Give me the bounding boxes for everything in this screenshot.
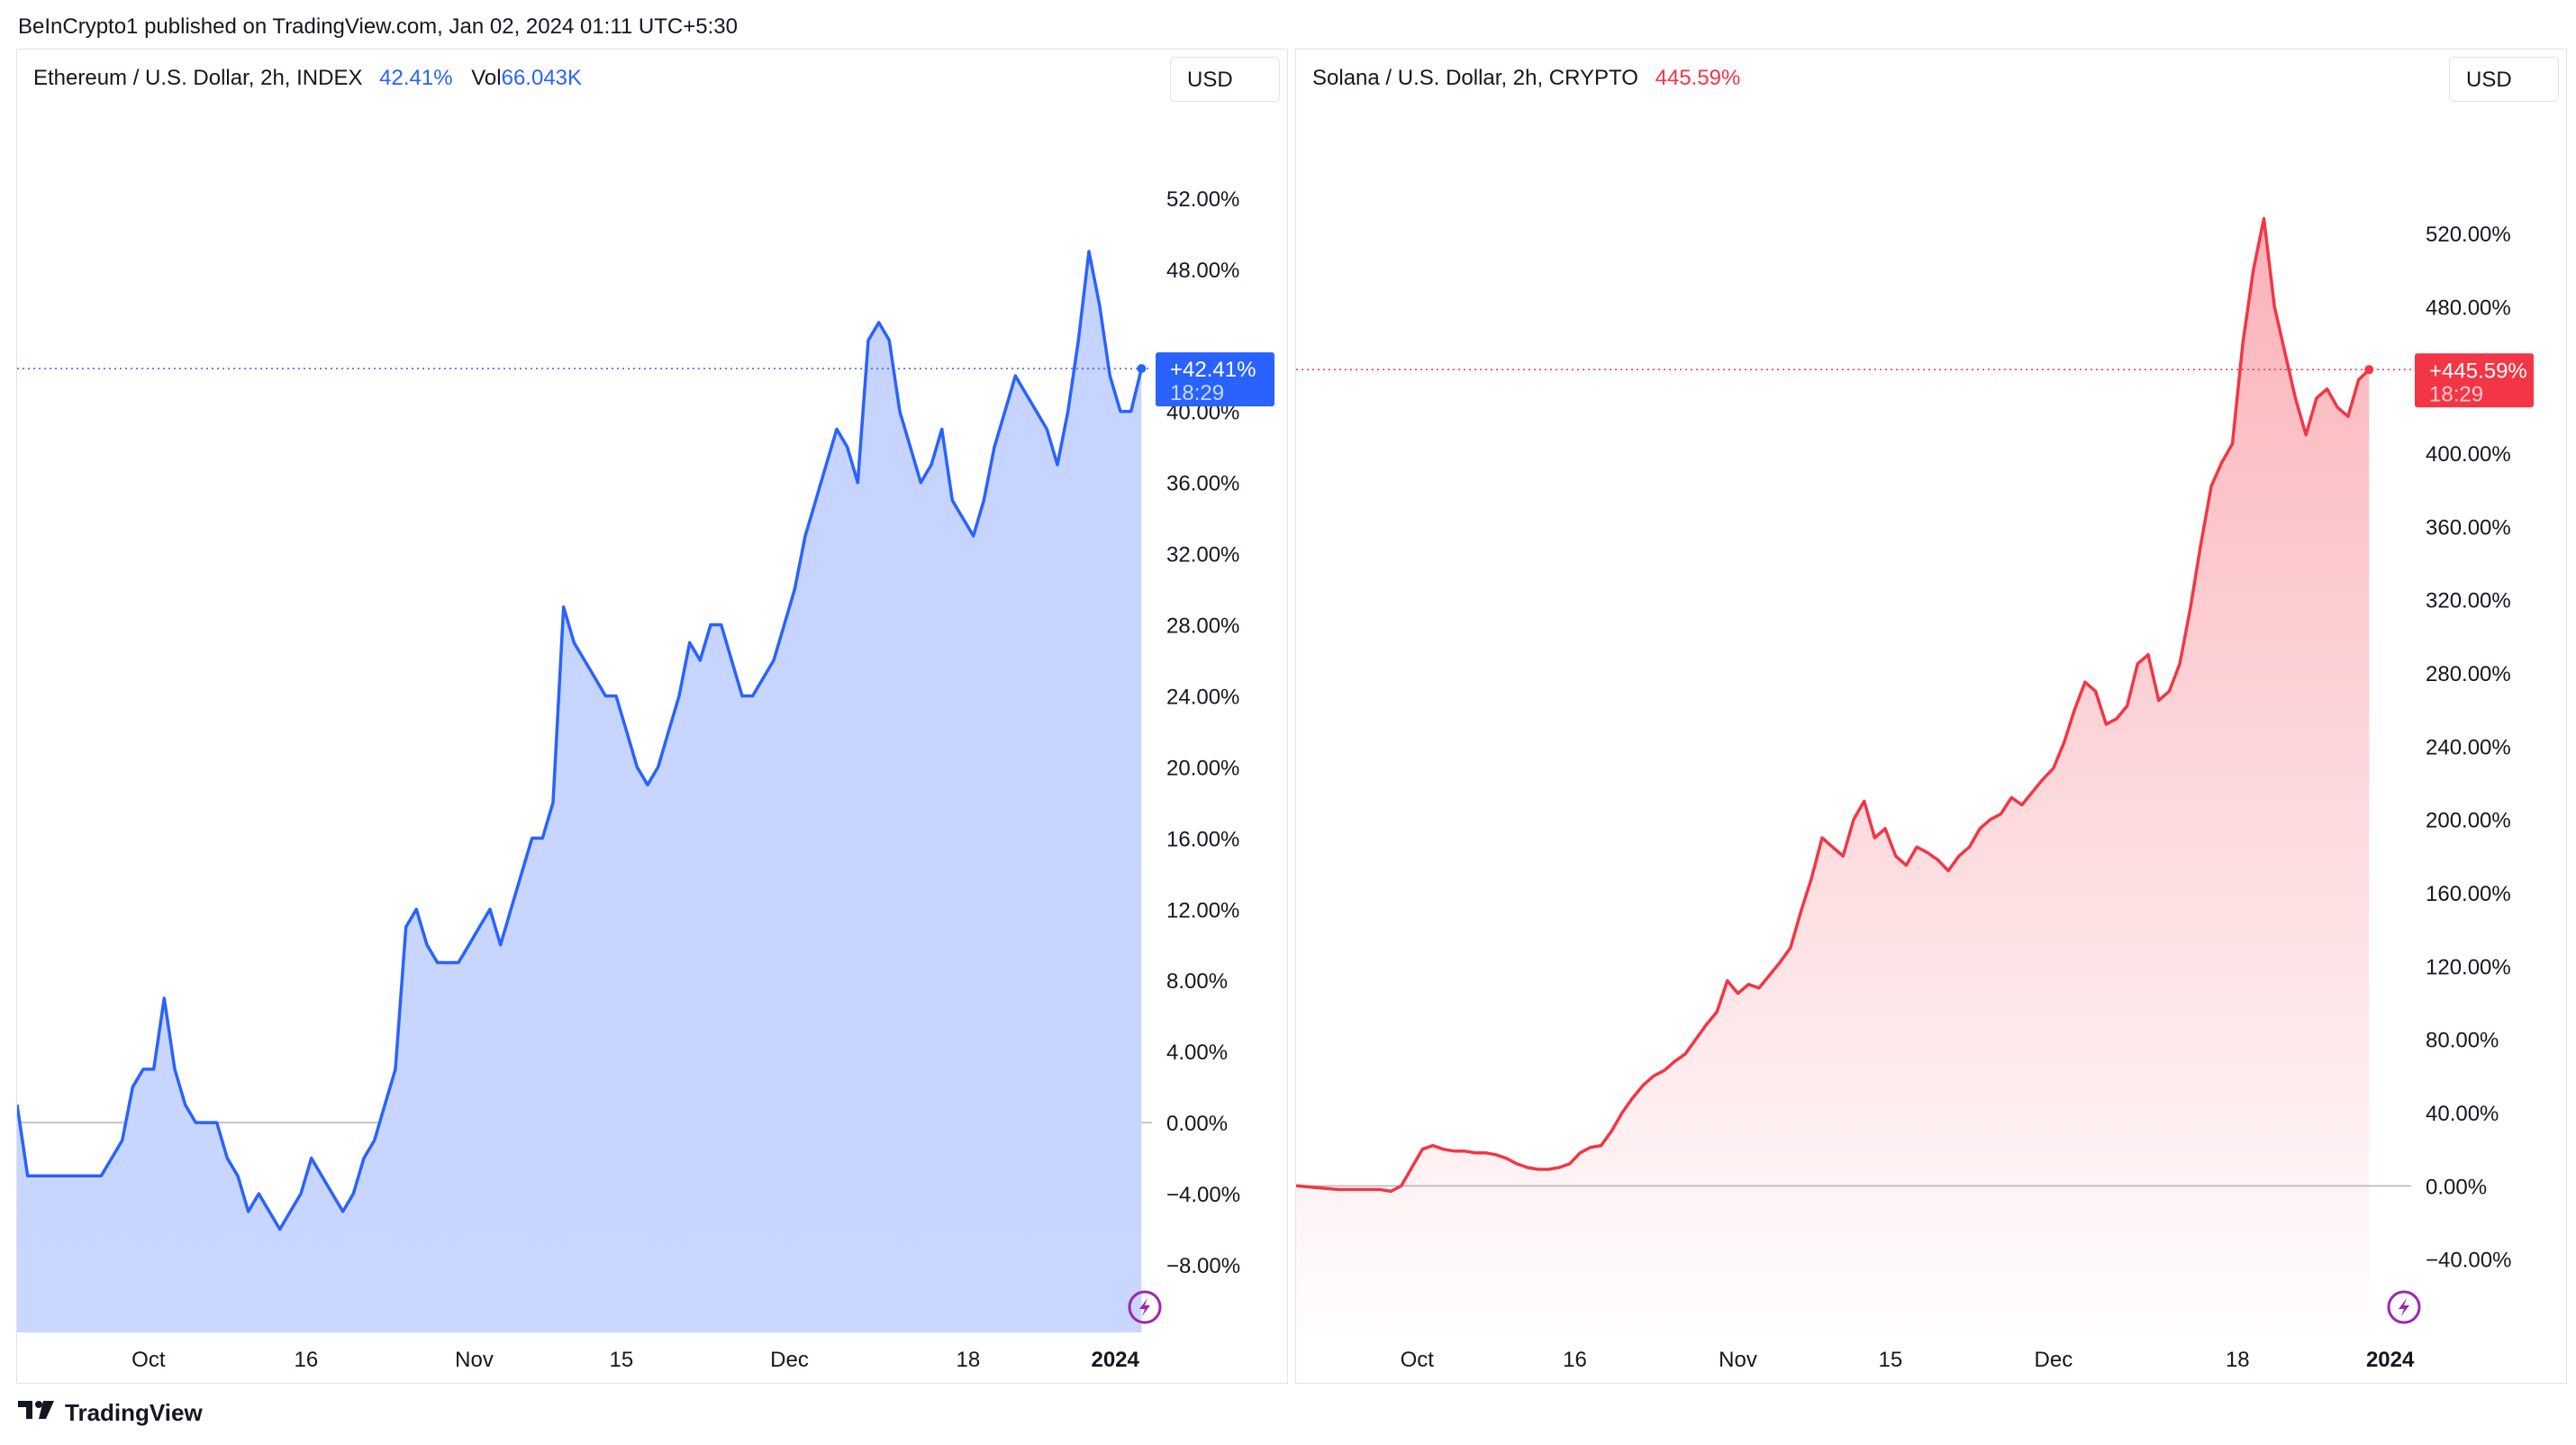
eth-legend: Ethereum / U.S. Dollar, 2h, INDEX 42.41%…: [33, 66, 582, 91]
eth-ytick-label: 48.00%: [1166, 259, 1239, 283]
sol-last-price-badge: [2415, 353, 2534, 408]
sol-countdown-label: 18:29: [2429, 382, 2483, 406]
eth-lightning-bolt: [1139, 1298, 1150, 1316]
sol-currency-button[interactable]: USD: [2449, 57, 2559, 102]
eth-ytick-label: 24.00%: [1166, 685, 1239, 709]
eth-volume-label: Vol: [471, 66, 502, 90]
eth-change-value: 42.41%: [379, 66, 453, 90]
eth-symbol-title[interactable]: Ethereum / U.S. Dollar, 2h, INDEX: [33, 66, 363, 90]
sol-ytick-label: 320.00%: [2426, 589, 2511, 613]
eth-ytick-label: 20.00%: [1166, 756, 1239, 780]
sol-change-value: 445.59%: [1655, 66, 1741, 90]
eth-countdown-label: 18:29: [1170, 381, 1224, 405]
sol-ytick-label: 160.00%: [2426, 882, 2511, 906]
sol-ytick-label: 520.00%: [2426, 223, 2511, 247]
sol-ytick-label: 360.00%: [2426, 515, 2511, 540]
sol-ytick-label: 40.00%: [2426, 1102, 2499, 1126]
tradingview-brand-text: TradingView: [65, 1398, 203, 1426]
sol-xtick-label: 18: [2226, 1348, 2250, 1372]
sol-ytick-label: 240.00%: [2426, 735, 2511, 759]
sol-last-price-label: +445.59%: [2429, 359, 2527, 383]
eth-volume-value: 66.043K: [501, 66, 583, 90]
eth-ytick-label: 28.00%: [1166, 614, 1239, 639]
sol-xtick-label: Oct: [1401, 1348, 1435, 1372]
tradingview-logo-icon: [18, 1399, 56, 1427]
sol-legend: Solana / U.S. Dollar, 2h, CRYPTO 445.59%: [1312, 66, 1740, 91]
eth-last-price-label: +42.41%: [1170, 358, 1256, 382]
sol-ytick-label: 200.00%: [2426, 809, 2511, 833]
eth-xtick-label: Dec: [770, 1348, 809, 1372]
sol-lightning-icon: [2387, 1290, 2421, 1324]
eth-ytick-label: 32.00%: [1166, 543, 1239, 568]
sol-ytick-label: 120.00%: [2426, 955, 2511, 979]
eth-xtick-label: Nov: [455, 1348, 494, 1372]
sol-ytick-label: 80.00%: [2426, 1029, 2499, 1053]
eth-ytick-label: 52.00%: [1166, 187, 1239, 212]
sol-ytick-label: 400.00%: [2426, 442, 2511, 467]
sol-xtick-label: 16: [1563, 1348, 1587, 1372]
eth-area-fill: [17, 251, 1142, 1333]
sol-last-price-dot: [2364, 365, 2374, 375]
eth-ytick-label: −8.00%: [1166, 1254, 1240, 1278]
publisher-caption: BeInCrypto1 published on TradingView.com…: [18, 14, 738, 39]
eth-ytick-label: 16.00%: [1166, 827, 1239, 851]
eth-xtick-label: 15: [609, 1348, 633, 1372]
eth-xtick-label: 2024: [1091, 1348, 1139, 1372]
sol-lightning-bolt: [2399, 1298, 2409, 1316]
sol-area-fill: [1296, 218, 2370, 1333]
sol-chart-panel[interactable]: 520.00% 480.00% 400.00% 360.00% 320.00% 280.0…: [1295, 49, 2567, 1384]
sol-ytick-label: 280.00%: [2426, 662, 2511, 686]
eth-last-price-dot: [1137, 364, 1147, 374]
sol-price-line: [1296, 216, 2371, 1194]
eth-xtick-label: 16: [294, 1348, 318, 1372]
eth-ytick-label: 0.00%: [1166, 1112, 1228, 1136]
eth-lightning-ring: [1128, 1290, 1162, 1324]
sol-ytick-label: 480.00%: [2426, 295, 2511, 320]
tradingview-footer[interactable]: TradingView: [18, 1395, 203, 1431]
sol-chart-canvas[interactable]: 520.00% 480.00% 400.00% 360.00% 320.00% 280.0…: [1296, 50, 2567, 1384]
sol-ytick-label: −40.00%: [2426, 1249, 2511, 1273]
sol-xtick-label: Dec: [2035, 1348, 2073, 1372]
sol-ytick-label: 0.00%: [2426, 1175, 2487, 1199]
eth-xtick-label: Oct: [132, 1348, 166, 1372]
eth-price-line: [17, 250, 1144, 1231]
eth-ytick-label: −4.00%: [1166, 1183, 1240, 1207]
eth-chart-panel[interactable]: 52.00% 48.00% 40.00% 36.00% 32.00% 28.00% 24.0…: [16, 49, 1288, 1384]
eth-chart-canvas[interactable]: 52.00%48.00%40.00%36.00%32.00%28.00%24.0…: [17, 50, 1288, 1384]
eth-lightning-icon: [1128, 1290, 1162, 1324]
eth-currency-button[interactable]: USD: [1170, 57, 1280, 102]
eth-ytick-label: 12.00%: [1166, 898, 1239, 922]
sol-xtick-label: Nov: [1719, 1348, 1757, 1372]
sol-xtick-label: 2024: [2366, 1348, 2415, 1372]
eth-xtick-label: 18: [956, 1348, 980, 1372]
sol-symbol-title[interactable]: Solana / U.S. Dollar, 2h, CRYPTO: [1312, 66, 1638, 90]
eth-ytick-label: 36.00%: [1166, 472, 1239, 496]
eth-ytick-label: 4.00%: [1166, 1041, 1228, 1065]
sol-xtick-label: 15: [1879, 1348, 1903, 1372]
eth-ytick-label: 8.00%: [1166, 969, 1228, 994]
sol-lightning-ring: [2387, 1290, 2421, 1324]
eth-last-price-badge: [1156, 352, 1274, 407]
